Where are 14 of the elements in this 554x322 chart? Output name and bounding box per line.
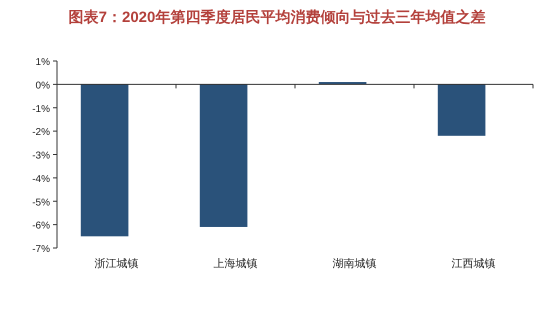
y-tick-label: 0%	[36, 80, 50, 92]
y-tick-label: -7%	[32, 244, 50, 255]
y-tick-label: -6%	[32, 220, 50, 232]
x-tick-label: 上海城镇	[214, 257, 258, 270]
y-tick-label: -1%	[32, 104, 50, 115]
x-tick-label: 江西城镇	[452, 257, 496, 270]
y-tick-label: -5%	[32, 197, 50, 208]
x-tick-label: 湖南城镇	[332, 257, 376, 270]
y-tick-label: -3%	[32, 150, 50, 162]
y-tick-label: 1%	[36, 57, 50, 68]
x-tick-label: 浙江城镇	[94, 257, 138, 270]
y-tick-label: -4%	[32, 174, 50, 185]
y-tick-label: -2%	[32, 127, 50, 138]
title: 图表7：2020年第四季度居民平均消费倾向与过去三年均值之差	[68, 9, 486, 26]
